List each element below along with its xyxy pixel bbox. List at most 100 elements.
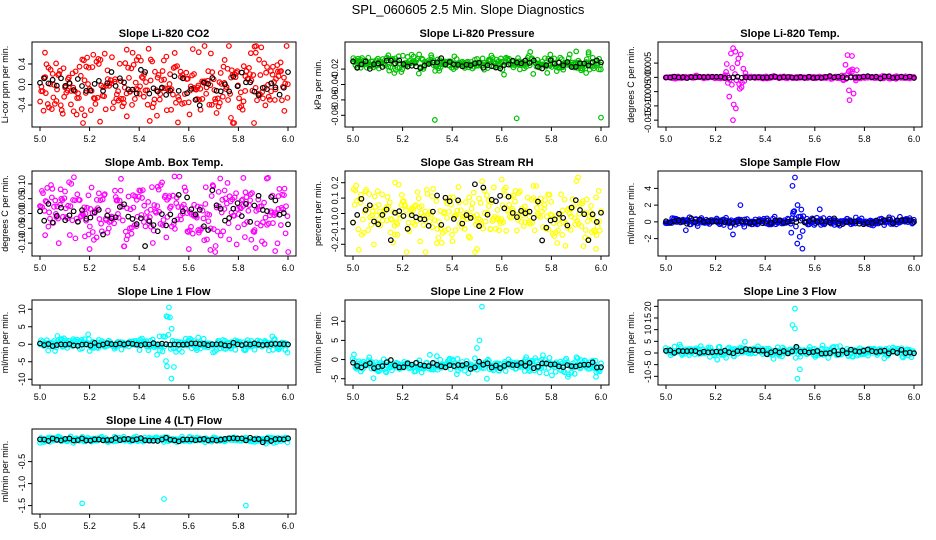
data-point bbox=[360, 229, 367, 236]
reference-point bbox=[108, 69, 115, 75]
data-point bbox=[498, 216, 505, 223]
data-point bbox=[455, 184, 462, 191]
data-point bbox=[242, 347, 249, 353]
data-point bbox=[171, 50, 178, 56]
data-point bbox=[72, 68, 79, 75]
data-point bbox=[188, 223, 194, 230]
data-point bbox=[553, 68, 560, 74]
data-point bbox=[245, 207, 252, 214]
data-point bbox=[154, 203, 161, 209]
data-point bbox=[182, 188, 189, 194]
data-point bbox=[226, 43, 232, 49]
data-point bbox=[279, 97, 285, 104]
data-point bbox=[56, 336, 62, 343]
data-point bbox=[671, 343, 678, 350]
y-tick-label: 0 bbox=[643, 219, 653, 224]
reference-point bbox=[104, 212, 111, 219]
data-point bbox=[262, 102, 269, 109]
reference-point bbox=[780, 348, 787, 354]
data-point bbox=[468, 205, 475, 212]
data-point bbox=[100, 84, 107, 91]
data-point bbox=[730, 231, 736, 238]
data-point bbox=[251, 120, 257, 126]
reference-point bbox=[911, 350, 917, 357]
reference-point bbox=[535, 363, 541, 370]
data-point bbox=[129, 101, 135, 108]
reference-point bbox=[839, 347, 846, 354]
data-point bbox=[472, 355, 478, 362]
reference-point bbox=[354, 64, 361, 71]
data-point bbox=[167, 203, 174, 210]
data-point bbox=[79, 345, 85, 352]
data-point bbox=[370, 241, 377, 248]
panel-title: Slope Line 4 (LT) Flow bbox=[106, 415, 222, 427]
reference-point bbox=[379, 212, 386, 218]
y-tick-label: 15 bbox=[643, 313, 653, 323]
reference-point bbox=[696, 216, 703, 223]
data-point bbox=[175, 204, 182, 210]
reference-point bbox=[350, 219, 356, 226]
x-tick-label: 5.4 bbox=[759, 392, 772, 402]
reference-point bbox=[810, 216, 817, 223]
reference-point bbox=[272, 84, 279, 91]
data-point bbox=[585, 51, 592, 57]
data-point bbox=[220, 228, 227, 235]
reference-point bbox=[366, 202, 373, 209]
data-point bbox=[433, 240, 440, 247]
data-point bbox=[150, 100, 157, 107]
data-point bbox=[799, 228, 806, 234]
data-point bbox=[217, 232, 224, 239]
reference-point bbox=[87, 342, 94, 349]
data-point bbox=[437, 64, 444, 71]
reference-point bbox=[280, 210, 287, 216]
data-point bbox=[371, 193, 378, 200]
data-point bbox=[189, 230, 196, 237]
data-point bbox=[277, 222, 284, 228]
reference-point bbox=[560, 62, 567, 69]
data-point bbox=[41, 207, 48, 214]
data-point bbox=[794, 202, 801, 208]
reference-point bbox=[222, 217, 228, 224]
data-point bbox=[61, 195, 68, 202]
panel-1: Slope Li-820 CO2 Li-cor ppm per min. 5.0 5.… bbox=[0, 28, 297, 144]
reference-point bbox=[243, 437, 249, 444]
data-point bbox=[479, 303, 485, 310]
panel-frame bbox=[344, 41, 610, 128]
reference-point bbox=[116, 75, 123, 82]
data-point bbox=[261, 241, 268, 247]
data-point bbox=[741, 338, 748, 345]
data-point bbox=[494, 207, 501, 213]
x-tick-label: 5.0 bbox=[347, 392, 360, 402]
y-tick-label: 0.10 bbox=[17, 175, 27, 193]
data-point bbox=[159, 348, 166, 355]
data-point bbox=[526, 62, 533, 69]
data-point bbox=[569, 196, 576, 203]
data-point bbox=[547, 211, 554, 218]
data-point bbox=[513, 227, 520, 234]
data-point bbox=[541, 205, 548, 212]
data-point bbox=[243, 194, 250, 201]
data-point bbox=[427, 351, 433, 358]
data-point bbox=[149, 184, 155, 191]
reference-point bbox=[556, 210, 562, 217]
reference-point bbox=[230, 73, 237, 80]
data-point bbox=[88, 184, 95, 191]
data-point bbox=[136, 347, 143, 353]
reference-point bbox=[209, 74, 216, 81]
panel-title: Slope Li-820 Temp. bbox=[740, 28, 839, 40]
data-point bbox=[197, 106, 204, 113]
data-point bbox=[160, 57, 167, 64]
data-point bbox=[261, 199, 267, 206]
data-point bbox=[239, 106, 246, 113]
reference-point bbox=[400, 213, 407, 219]
data-point bbox=[384, 194, 391, 200]
y-tick-label: 0 bbox=[17, 342, 27, 347]
data-point bbox=[232, 346, 239, 353]
y-tick-label: 20 bbox=[643, 301, 653, 311]
y-tick-label: 5 bbox=[330, 338, 340, 343]
data-point bbox=[49, 185, 56, 192]
data-point bbox=[558, 191, 564, 198]
reference-point bbox=[37, 208, 43, 215]
y-tick-label: -0.2 bbox=[330, 237, 340, 253]
